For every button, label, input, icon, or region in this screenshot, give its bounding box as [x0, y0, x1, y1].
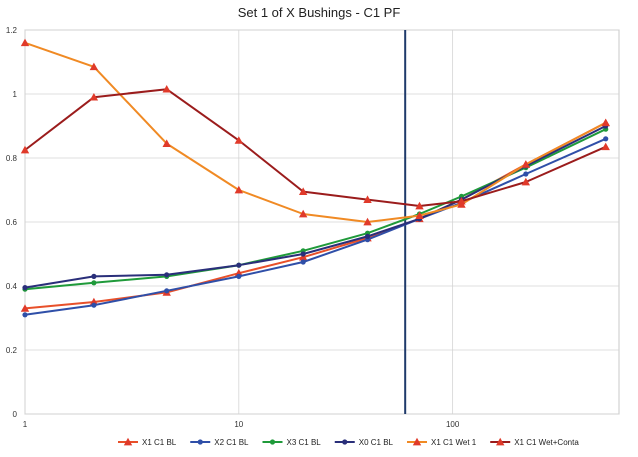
data-point [363, 195, 372, 203]
data-point [415, 211, 424, 219]
legend-marker [123, 437, 133, 446]
data-point [521, 177, 531, 186]
data-point [234, 136, 244, 144]
y-tick-label: 0.6 [6, 218, 18, 227]
data-point [601, 118, 610, 127]
y-tick-label: 0.2 [6, 346, 18, 355]
data-point [601, 142, 610, 151]
series-3 [22, 123, 609, 291]
data-point [91, 280, 97, 286]
legend-label: X2 C1 BL [214, 438, 249, 447]
series-1 [22, 136, 609, 318]
series-line [24, 125, 607, 289]
data-point [164, 288, 170, 294]
legend-label: X1 C1 Wet+Conta [514, 438, 579, 447]
data-point [363, 217, 372, 226]
data-point [521, 160, 531, 168]
series-line [24, 88, 607, 207]
data-point [164, 272, 170, 278]
data-point [234, 269, 244, 277]
grid [24, 29, 620, 415]
y-tick-label: 0 [13, 410, 18, 419]
legend-item-2: X3 C1 BL [262, 438, 322, 447]
legend: X1 C1 BL X2 C1 BL X3 C1 BL X0 C1 BL X1 C1 We… [118, 437, 579, 447]
data-point [162, 139, 171, 147]
data-point [22, 312, 28, 318]
legend-marker [496, 437, 505, 446]
legend-item-0: X1 C1 BL [118, 437, 177, 447]
series-line [24, 41, 607, 223]
legend-item-3: X0 C1 BL [334, 438, 394, 447]
legend-marker [197, 439, 203, 445]
data-point [300, 259, 306, 265]
data-point [234, 185, 244, 194]
x-tick-label: 10 [234, 420, 243, 429]
data-point [89, 93, 99, 101]
legend-item-5: X1 C1 Wet+Conta [490, 437, 579, 447]
legend-label: X0 C1 BL [359, 438, 394, 447]
legend-marker [412, 437, 422, 446]
data-point [20, 145, 30, 154]
data-point [236, 262, 242, 268]
legend-item-1: X2 C1 BL [190, 438, 249, 447]
series-5 [20, 85, 610, 210]
legend-item-4: X1 C1 Wet 1 [407, 437, 477, 447]
series-4 [20, 38, 610, 226]
y-tick-label: 1.2 [6, 26, 18, 35]
legend-label: X1 C1 BL [142, 438, 177, 447]
data-point [22, 285, 28, 291]
data-point [91, 302, 97, 308]
x-tick-label: 1 [23, 420, 28, 429]
y-tick-label: 0.8 [6, 154, 18, 163]
data-point [603, 136, 609, 142]
data-point [91, 273, 97, 279]
data-point [415, 201, 424, 210]
y-tick-label: 0.4 [6, 282, 18, 291]
data-point [89, 297, 99, 306]
axes: 0 0.2 0.4 0.6 0.8 1 1.2 1 10 100 [6, 26, 460, 429]
data-point [298, 187, 308, 195]
data-point [20, 38, 30, 47]
data-point [523, 171, 529, 177]
chart-title: Set 1 of X Bushings - C1 PF [238, 5, 401, 20]
data-point [364, 233, 371, 239]
y-tick-label: 1 [13, 90, 18, 99]
series-line [24, 128, 607, 291]
legend-marker [269, 439, 276, 445]
data-point [298, 209, 308, 218]
data-point [236, 273, 242, 279]
data-point [298, 253, 308, 261]
legend-marker [342, 439, 348, 445]
series-layer [20, 30, 610, 414]
data-point [89, 62, 99, 71]
series-2 [22, 126, 609, 292]
x-tick-label: 100 [446, 420, 460, 429]
data-point [457, 197, 466, 205]
legend-label: X1 C1 Wet 1 [431, 438, 477, 447]
legend-label: X3 C1 BL [287, 438, 322, 447]
data-point [162, 85, 171, 93]
data-point [300, 251, 306, 257]
data-point [20, 304, 30, 312]
series-line [24, 137, 607, 316]
